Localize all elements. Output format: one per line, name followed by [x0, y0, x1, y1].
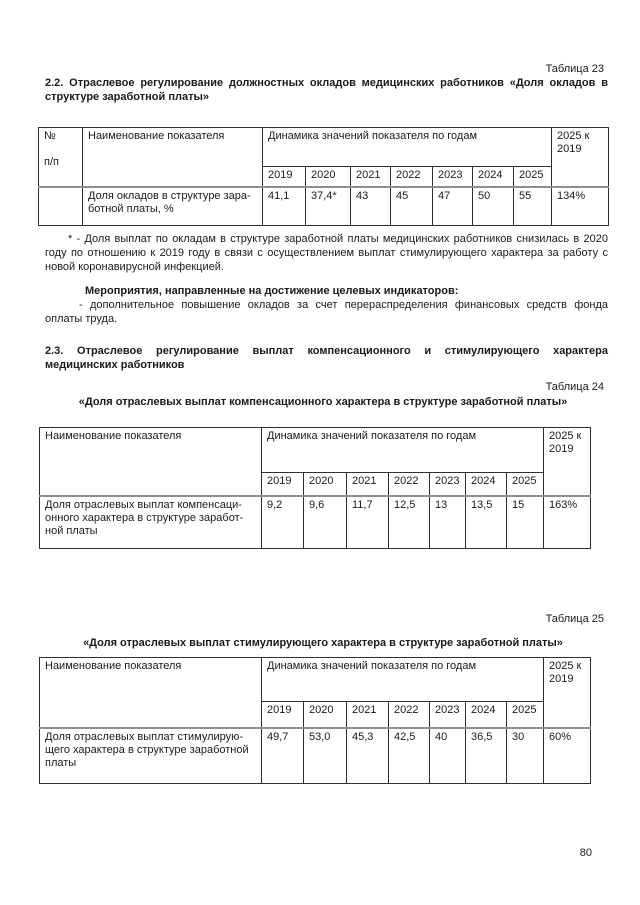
table-24: Наименование показателя Динамика значени… [39, 427, 592, 549]
year-cell: 2023 [429, 701, 466, 729]
year-cell: 2025 [505, 472, 545, 497]
value-cell: 9,2 [261, 495, 304, 549]
table24-label: Таблица 24 [545, 381, 604, 393]
table25-col-ratio: 2025 к 2019 [543, 657, 592, 729]
value-cell: 45,3 [346, 727, 389, 784]
table25-data-row: Доля отраслевых выплат стимулирую- щего … [39, 727, 592, 784]
measures-item: - дополнительное повышение окладов за сч… [45, 299, 608, 325]
table23-label: Таблица 23 [545, 63, 604, 75]
year-cell: 2025 [512, 166, 553, 188]
table24-years-row: 2019 2020 2021 2022 2023 2024 2025 [40, 472, 591, 497]
year-cell: 2020 [303, 472, 347, 497]
table-23: № п/п Наименование показателя Динамика з… [38, 127, 610, 226]
measures-block: Мероприятия, направленные на достижение … [45, 284, 608, 326]
value-cell: 50 [472, 186, 514, 226]
year-cell: 2020 [305, 166, 351, 188]
indicator-name-cell: Доля отраслевых выплат компенсаци- онног… [39, 495, 262, 549]
ratio-cell: 60% [543, 727, 592, 784]
year-cell: 2019 [261, 701, 304, 729]
value-cell: 45 [390, 186, 433, 226]
year-cell: 2024 [465, 701, 507, 729]
year-cell: 2025 [505, 701, 545, 729]
value-cell: 9,6 [303, 495, 347, 549]
year-cell: 2021 [350, 166, 391, 188]
table23-col-dynamics: Динамика значений показателя по годам [261, 127, 553, 167]
year-cell: 2023 [429, 472, 466, 497]
value-cell: 42,5 [388, 727, 430, 784]
indicator-name-cell: Доля отраслевых выплат стимулирую- щего … [39, 727, 262, 784]
section-2-3-heading: 2.3. Отраслевое регулирование выплат ком… [45, 345, 608, 371]
value-cell: 43 [350, 186, 391, 226]
table23-years-row: 2019 2020 2021 2022 2023 2024 2025 [39, 166, 609, 188]
year-cell: 2019 [262, 166, 306, 188]
value-cell: 15 [505, 495, 545, 549]
table25-label: Таблица 25 [545, 613, 604, 625]
table25-caption: «Доля отраслевых выплат стимулирующего х… [83, 637, 563, 649]
table24-col-name: Наименование показателя [39, 427, 262, 497]
table23-data-row: Доля окладов в структуре зара- ботной пл… [38, 186, 610, 226]
table24-data-row: Доля отраслевых выплат компенсаци- онног… [39, 495, 592, 549]
year-cell: 2020 [303, 701, 347, 729]
ratio-cell: 134% [551, 186, 610, 226]
num-cell [38, 186, 83, 226]
table24-caption: «Доля отраслевых выплат компенсационного… [78, 396, 568, 408]
value-cell: 30 [505, 727, 545, 784]
value-cell: 53,0 [303, 727, 347, 784]
value-cell: 49,7 [261, 727, 304, 784]
year-cell: 2021 [346, 701, 389, 729]
value-cell: 12,5 [388, 495, 430, 549]
year-cell: 2024 [472, 166, 514, 188]
table25-header-row: Наименование показателя Динамика значени… [39, 657, 592, 729]
table23-col-ratio: 2025 к 2019 [551, 127, 610, 188]
year-cell: 2022 [388, 472, 430, 497]
value-cell: 55 [512, 186, 553, 226]
table24-col-ratio: 2025 к 2019 [543, 427, 592, 497]
table23-footnote: * - Доля выплат по окладам в структуре з… [45, 233, 608, 273]
year-cell: 2024 [465, 472, 507, 497]
table23-col-name: Наименование показателя [82, 127, 263, 188]
value-cell: 36,5 [465, 727, 507, 784]
measures-heading: Мероприятия, направленные на достижение … [85, 285, 459, 297]
value-cell: 13,5 [465, 495, 507, 549]
year-cell: 2022 [390, 166, 433, 188]
table23-header-row: № п/п Наименование показателя Динамика з… [38, 127, 610, 188]
indicator-name-cell: Доля окладов в структуре зара- ботной пл… [82, 186, 263, 226]
value-cell: 47 [432, 186, 473, 226]
year-cell: 2021 [346, 472, 389, 497]
value-cell: 11,7 [346, 495, 389, 549]
table23-col-num: № п/п [38, 127, 83, 188]
section-2-2-heading: 2.2. Отраслевое регулирование должностны… [45, 77, 608, 103]
value-cell: 13 [429, 495, 466, 549]
table25-col-name: Наименование показателя [39, 657, 262, 729]
value-cell: 37,4* [305, 186, 351, 226]
table24-col-dynamics: Динамика значений показателя по годам [260, 427, 545, 473]
table24-header-row: Наименование показателя Динамика значени… [39, 427, 592, 497]
ratio-cell: 163% [543, 495, 592, 549]
year-cell: 2023 [432, 166, 473, 188]
page-number: 80 [579, 847, 592, 859]
value-cell: 41,1 [262, 186, 306, 226]
year-cell: 2022 [388, 701, 430, 729]
table-25: Наименование показателя Динамика значени… [39, 657, 592, 784]
value-cell: 40 [429, 727, 466, 784]
table25-col-dynamics: Динамика значений показателя по годам [260, 657, 545, 702]
year-cell: 2019 [261, 472, 304, 497]
